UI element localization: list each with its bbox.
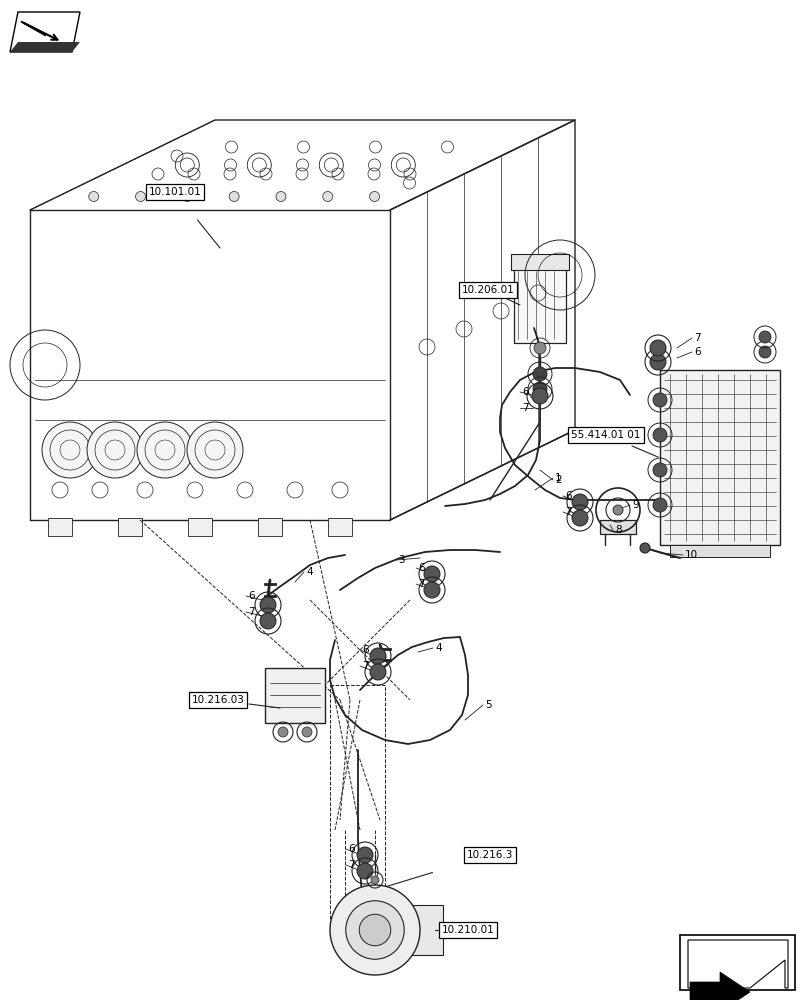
Text: 10.216.03: 10.216.03 <box>191 695 244 705</box>
Circle shape <box>369 192 379 202</box>
Circle shape <box>532 382 547 396</box>
Circle shape <box>652 463 666 477</box>
Bar <box>118 518 142 536</box>
Circle shape <box>758 346 770 358</box>
Text: 10.210.01: 10.210.01 <box>441 925 494 935</box>
Bar <box>513 268 565 343</box>
Bar <box>329 685 384 935</box>
Circle shape <box>532 367 547 381</box>
Circle shape <box>423 582 440 598</box>
Circle shape <box>302 727 311 737</box>
Circle shape <box>370 648 385 664</box>
Circle shape <box>329 885 419 975</box>
Circle shape <box>370 664 385 680</box>
Text: 6: 6 <box>247 591 255 601</box>
Circle shape <box>571 510 587 526</box>
Text: 4: 4 <box>435 643 441 653</box>
Circle shape <box>187 422 242 478</box>
Circle shape <box>758 331 770 343</box>
Text: 7: 7 <box>348 860 354 870</box>
Polygon shape <box>10 42 80 52</box>
Bar <box>48 518 72 536</box>
Circle shape <box>135 192 145 202</box>
Circle shape <box>42 422 98 478</box>
Bar <box>188 518 212 536</box>
Circle shape <box>277 727 288 737</box>
Text: 7: 7 <box>564 507 571 517</box>
Polygon shape <box>689 972 749 1000</box>
Text: 7: 7 <box>521 403 528 413</box>
Text: 7: 7 <box>247 607 255 617</box>
Text: 55.414.01 01: 55.414.01 01 <box>571 430 640 440</box>
Circle shape <box>652 393 666 407</box>
Bar <box>659 370 779 545</box>
Circle shape <box>534 342 545 354</box>
Bar <box>328 518 351 536</box>
Text: 4: 4 <box>306 567 312 577</box>
Circle shape <box>649 354 665 370</box>
Text: 3: 3 <box>397 555 404 565</box>
Text: 2: 2 <box>554 475 561 485</box>
Text: 10.206.01: 10.206.01 <box>461 285 513 295</box>
Text: 6: 6 <box>521 387 528 397</box>
Circle shape <box>276 192 285 202</box>
Circle shape <box>639 543 649 553</box>
Circle shape <box>652 498 666 512</box>
Circle shape <box>345 901 404 959</box>
Bar <box>258 518 281 536</box>
Circle shape <box>357 847 372 863</box>
Text: 6: 6 <box>418 563 424 573</box>
Text: 7: 7 <box>693 333 700 343</box>
Polygon shape <box>687 940 787 988</box>
Circle shape <box>322 192 333 202</box>
Circle shape <box>357 863 372 879</box>
Text: 6: 6 <box>348 844 354 854</box>
Text: 9: 9 <box>631 500 637 510</box>
Circle shape <box>260 597 276 613</box>
Bar <box>679 935 794 990</box>
Text: 7: 7 <box>362 661 368 671</box>
Bar <box>599 520 635 534</box>
Text: 10: 10 <box>684 550 697 560</box>
Bar <box>407 905 443 955</box>
Circle shape <box>571 494 587 510</box>
Text: 10.101.01: 10.101.01 <box>148 187 201 197</box>
Text: 7: 7 <box>418 579 424 589</box>
Circle shape <box>612 505 622 515</box>
Circle shape <box>182 192 192 202</box>
Circle shape <box>137 422 193 478</box>
Text: 6: 6 <box>564 491 571 501</box>
Circle shape <box>531 388 547 404</box>
Bar <box>669 545 769 557</box>
Circle shape <box>649 340 665 356</box>
Bar <box>510 254 569 270</box>
Text: 1: 1 <box>554 473 561 483</box>
Circle shape <box>229 192 239 202</box>
Text: 6: 6 <box>693 347 700 357</box>
Circle shape <box>652 428 666 442</box>
Circle shape <box>88 192 99 202</box>
Polygon shape <box>10 12 80 52</box>
Circle shape <box>371 876 379 884</box>
Bar <box>264 668 324 723</box>
Circle shape <box>358 914 390 946</box>
Text: 8: 8 <box>614 525 621 535</box>
Circle shape <box>260 613 276 629</box>
Circle shape <box>87 422 143 478</box>
Text: 6: 6 <box>362 645 368 655</box>
Text: 10.216.3: 10.216.3 <box>466 850 513 860</box>
Text: 5: 5 <box>484 700 491 710</box>
Circle shape <box>423 566 440 582</box>
